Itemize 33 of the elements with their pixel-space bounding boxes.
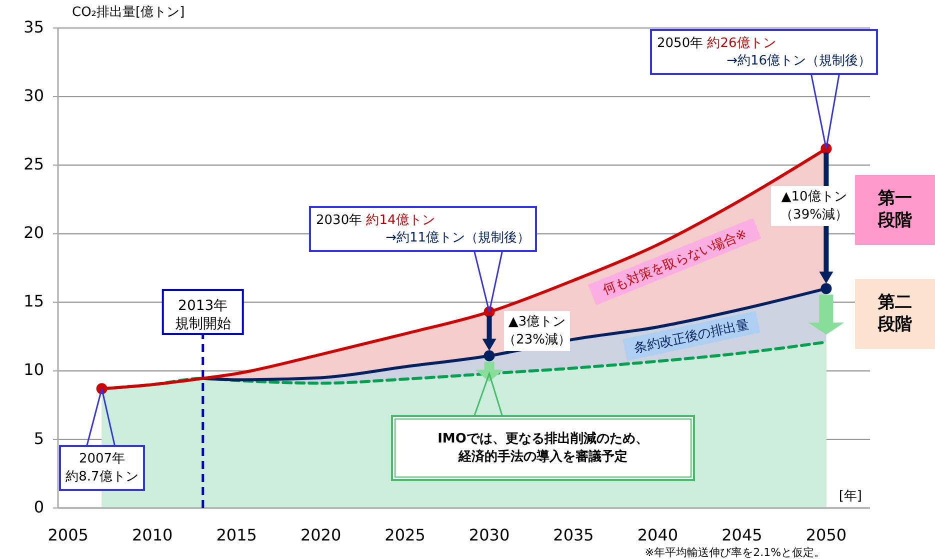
annotation: IMOでは、更なる排出削減のため、経済的手法の導入を審議予定 [438, 432, 648, 465]
annotation: 2030年 約14億トン →約11億トン（規制後） [316, 212, 530, 246]
x-tick-label: 2015 [216, 525, 257, 544]
point [484, 350, 495, 362]
y-tick-label: 30 [24, 86, 44, 105]
x-tick-label: 2035 [553, 525, 594, 544]
series-label: 何も対策を取らない場合※ [600, 226, 750, 298]
x-tick-label: 2045 [722, 525, 762, 544]
ref-line-label: 2013年規制開始 [174, 298, 231, 332]
x-tick-label: 2030 [468, 525, 510, 544]
y-tick-label: 0 [34, 497, 44, 516]
annotation: ▲10億トン（39%減） [780, 190, 848, 223]
y-tick-label: 15 [24, 292, 44, 311]
y-axis-title: CO₂排出量[億トン] [72, 5, 185, 20]
annotation: 2007年約8.7億トン [66, 452, 138, 485]
text: 第二段階 [877, 292, 913, 335]
annotation: 2050年 約26億トン →約16億トン（規制後） [657, 36, 871, 69]
y-tick-label: 10 [24, 360, 44, 380]
series-label: 条約改正後の排出量 [632, 317, 750, 356]
x-tick-label: 2020 [300, 525, 342, 544]
text: ※年平均輸送伸び率を2.1%と仮定。 [644, 546, 826, 559]
x-tick-label: 2025 [384, 525, 426, 544]
x-tick-label: 2005 [48, 525, 88, 544]
y-tick-label: 25 [24, 154, 44, 174]
point [820, 283, 832, 294]
text: 第一段階 [877, 188, 913, 231]
y-tick-label: 5 [34, 428, 44, 448]
x-tick-label: 2050 [806, 525, 847, 544]
x-tick-label: 2040 [637, 525, 678, 544]
y-tick-label: 35 [24, 17, 44, 36]
x-tick-label: 2010 [132, 525, 173, 544]
x-axis-title: [年] [838, 489, 862, 504]
y-tick-label: 20 [24, 223, 44, 242]
